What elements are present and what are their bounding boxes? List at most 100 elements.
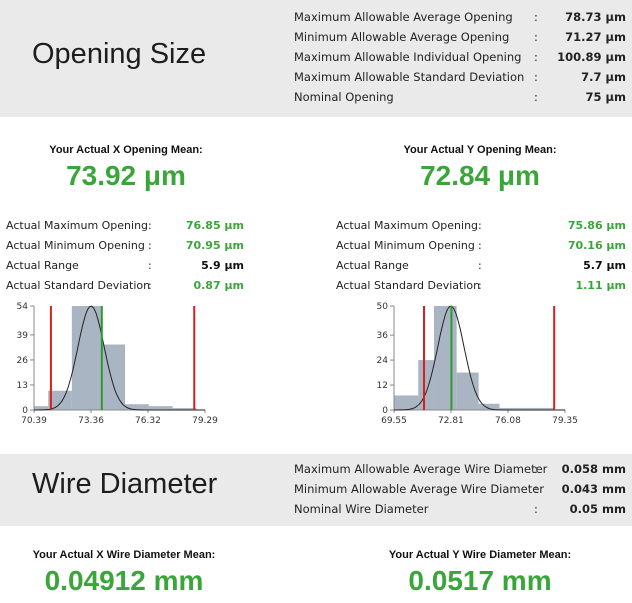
stat-value: 75.86 μm bbox=[567, 219, 626, 232]
normal-curve bbox=[34, 305, 205, 411]
stat-label: Actual Range bbox=[336, 259, 409, 272]
opening-size-panel: Opening Size Maximum Allowable Average O… bbox=[0, 0, 632, 117]
spec-row: Maximum Allowable Average Opening : 78.7… bbox=[294, 10, 626, 30]
wire-diameter-panel: Wire Diameter Maximum Allowable Average … bbox=[0, 454, 632, 526]
spec-value: 75 μm bbox=[585, 90, 626, 104]
histogram-bar bbox=[478, 403, 500, 410]
y-tick-label: 24 bbox=[377, 356, 389, 366]
spec-value: 71.27 μm bbox=[565, 30, 626, 44]
stat-value: 70.95 μm bbox=[185, 239, 244, 252]
y-tick-label: 0 bbox=[22, 406, 28, 416]
spec-separator: : bbox=[534, 30, 538, 44]
stat-label: Actual Minimum Opening bbox=[336, 239, 475, 252]
histogram-bar bbox=[125, 404, 149, 410]
stat-label: Actual Maximum Opening bbox=[6, 219, 149, 232]
spec-separator: : bbox=[534, 10, 538, 24]
spec-separator: : bbox=[534, 482, 538, 496]
spec-label: Maximum Allowable Individual Opening bbox=[294, 50, 522, 64]
spec-value: 0.058 mm bbox=[561, 462, 626, 476]
histogram-bar bbox=[394, 395, 419, 410]
histogram-bar bbox=[433, 306, 457, 410]
x-opening-mean-label: Your Actual X Opening Mean: bbox=[49, 144, 203, 156]
stat-label: Actual Minimum Opening bbox=[6, 239, 145, 252]
spec-label: Maximum Allowable Average Wire Diameter bbox=[294, 462, 548, 476]
histogram-bar bbox=[48, 390, 72, 410]
wire-diameter-title: Wire Diameter bbox=[32, 468, 218, 500]
opening-spec-list: Maximum Allowable Average Opening : 78.7… bbox=[294, 10, 626, 110]
stat-separator: : bbox=[478, 259, 482, 272]
y-opening-mean-value: 72.84 μm bbox=[420, 160, 540, 191]
spec-row: Maximum Allowable Standard Deviation : 7… bbox=[294, 70, 626, 90]
wire-spec-list: Maximum Allowable Average Wire Diameter … bbox=[294, 462, 626, 522]
histogram-bar bbox=[456, 372, 479, 410]
stat-row: Actual Standard Deviation : 0.87 μm bbox=[6, 279, 244, 299]
stat-value: 1.11 μm bbox=[575, 279, 626, 292]
y-tick-label: 0 bbox=[382, 406, 388, 416]
y-opening-histogram: 0 12 24 36 50 69.55 72.81 76.08 79.35 bbox=[377, 302, 578, 426]
y-tick-label: 39 bbox=[17, 331, 29, 341]
x-opening-mean-value: 73.92 μm bbox=[66, 160, 186, 191]
spec-label: Nominal Wire Diameter bbox=[294, 502, 429, 516]
y-wire-mean-value: 0.0517 mm bbox=[408, 565, 552, 596]
stat-separator: : bbox=[148, 279, 152, 292]
y-tick-label: 50 bbox=[377, 302, 389, 312]
stat-value: 70.16 μm bbox=[567, 239, 626, 252]
stat-separator: : bbox=[478, 279, 482, 292]
x-wire-mean-label: Your Actual X Wire Diameter Mean: bbox=[32, 549, 216, 561]
stat-row: Actual Maximum Opening : 76.85 μm bbox=[6, 219, 244, 239]
spec-separator: : bbox=[534, 462, 538, 476]
stat-label: Actual Maximum Opening bbox=[336, 219, 479, 232]
spec-label: Maximum Allowable Average Opening bbox=[294, 10, 513, 24]
stat-value: 76.85 μm bbox=[185, 219, 244, 232]
spec-separator: : bbox=[534, 70, 538, 84]
y-tick-label: 13 bbox=[17, 381, 28, 391]
histogram-bar bbox=[172, 408, 197, 410]
stat-value: 5.7 μm bbox=[583, 259, 626, 272]
spec-row: Maximum Allowable Average Wire Diameter … bbox=[294, 462, 626, 482]
stat-separator: : bbox=[478, 219, 482, 232]
y-tick-label: 26 bbox=[17, 356, 29, 366]
x-tick-label: 73.36 bbox=[78, 416, 104, 426]
stat-row: Actual Minimum Opening : 70.16 μm bbox=[336, 239, 626, 259]
stat-row: Actual Standard Deviation : 1.11 μm bbox=[336, 279, 626, 299]
histogram-bar bbox=[101, 344, 126, 410]
opening-size-title: Opening Size bbox=[32, 38, 207, 70]
spec-label: Minimum Allowable Average Wire Diameter bbox=[294, 482, 545, 496]
stat-separator: : bbox=[148, 259, 152, 272]
histogram-bar bbox=[148, 406, 173, 410]
y-opening-stats: Actual Maximum Opening : 75.86 μm Actual… bbox=[336, 219, 626, 299]
stat-row: Actual Range : 5.9 μm bbox=[6, 259, 244, 279]
spec-label: Minimum Allowable Average Opening bbox=[294, 30, 510, 44]
stat-row: Actual Minimum Opening : 70.95 μm bbox=[6, 239, 244, 259]
stat-separator: : bbox=[478, 239, 482, 252]
histogram-bar bbox=[418, 360, 434, 410]
x-opening-histogram: 0 13 26 39 54 70.39 73.36 76.32 79.29 bbox=[17, 302, 219, 426]
y-wire-mean-label: Your Actual Y Wire Diameter Mean: bbox=[388, 549, 572, 561]
x-tick-label: 70.39 bbox=[21, 416, 47, 426]
histogram-bar bbox=[523, 407, 554, 410]
spec-value: 0.043 mm bbox=[561, 482, 626, 496]
y-tick-label: 12 bbox=[377, 381, 388, 391]
stat-row: Actual Maximum Opening : 75.86 μm bbox=[336, 219, 626, 239]
spec-label: Nominal Opening bbox=[294, 90, 394, 104]
x-tick-label: 76.08 bbox=[495, 416, 521, 426]
stat-label: Actual Standard Deviation bbox=[6, 279, 151, 292]
histogram-bar bbox=[34, 406, 49, 410]
stat-row: Actual Range : 5.7 μm bbox=[336, 259, 626, 279]
stat-value: 0.87 μm bbox=[193, 279, 244, 292]
spec-separator: : bbox=[534, 90, 538, 104]
histogram-bar bbox=[71, 306, 102, 410]
x-tick-label: 72.81 bbox=[438, 416, 464, 426]
histogram-bar bbox=[499, 407, 524, 410]
x-tick-label: 79.35 bbox=[552, 416, 578, 426]
stat-label: Actual Range bbox=[6, 259, 79, 272]
spec-value: 100.89 μm bbox=[557, 50, 626, 64]
spec-row: Maximum Allowable Individual Opening : 1… bbox=[294, 50, 626, 70]
spec-separator: : bbox=[534, 502, 538, 516]
y-opening-mean-label: Your Actual Y Opening Mean: bbox=[403, 144, 557, 156]
stat-separator: : bbox=[148, 219, 152, 232]
stat-label: Actual Standard Deviation bbox=[336, 279, 481, 292]
spec-row: Minimum Allowable Average Opening : 71.2… bbox=[294, 30, 626, 50]
stat-value: 5.9 μm bbox=[201, 259, 244, 272]
normal-curve bbox=[394, 305, 565, 411]
